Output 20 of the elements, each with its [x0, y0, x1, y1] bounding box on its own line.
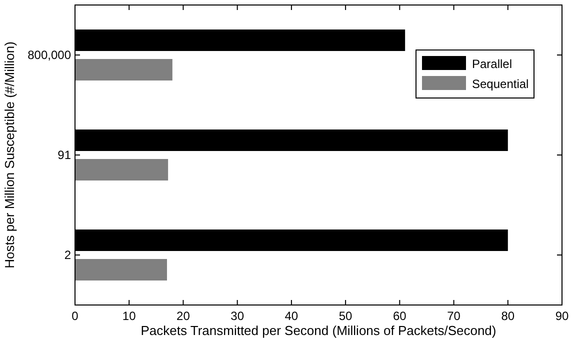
- bar: [75, 259, 167, 280]
- x-tick-label: 50: [338, 309, 353, 323]
- bar: [75, 159, 168, 180]
- y-axis-title: Hosts per Million Susceptible (#/Million): [2, 42, 17, 268]
- x-tick-label: 80: [501, 309, 515, 323]
- y-tick-label: 800,000: [28, 48, 72, 62]
- x-tick-label: 90: [555, 309, 569, 323]
- legend-label: Sequential: [472, 77, 529, 91]
- legend-label: Parallel: [472, 57, 512, 71]
- x-axis-title: Packets Transmitted per Second (Millions of Packets/Second): [140, 323, 496, 338]
- x-tick-label: 40: [284, 309, 298, 323]
- x-tick-label: 20: [176, 309, 190, 323]
- x-tick-label: 0: [72, 309, 79, 323]
- y-tick-label: 2: [64, 248, 72, 262]
- x-tick-label: 70: [447, 309, 461, 323]
- x-tick-label: 60: [392, 309, 407, 323]
- y-tick-label: 91: [58, 148, 72, 162]
- bar: [75, 59, 172, 80]
- x-tick-label: 30: [230, 309, 244, 323]
- x-tick-label: 10: [122, 309, 136, 323]
